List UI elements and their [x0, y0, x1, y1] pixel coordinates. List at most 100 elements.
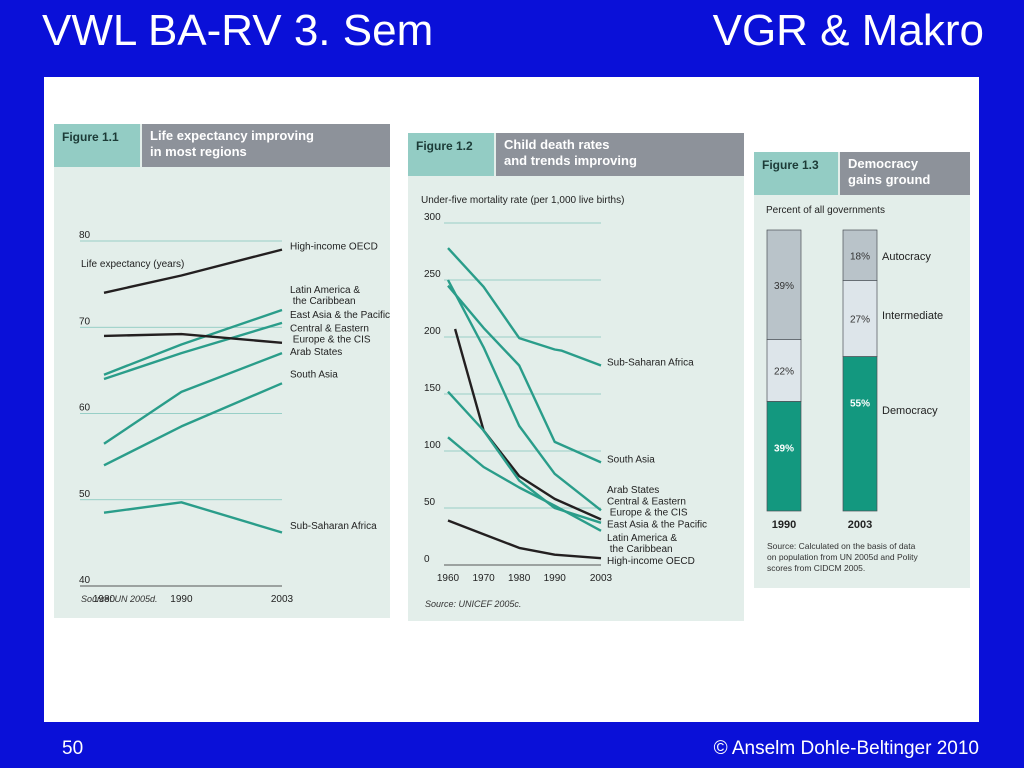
- series-label-east-asia-the-pacific: East Asia & the Pacific: [290, 310, 390, 321]
- series-label-line: South Asia: [607, 454, 655, 465]
- series-label-south-asia: South Asia: [607, 454, 655, 465]
- series-label-line: Central & Eastern: [607, 497, 686, 508]
- series-label-sub-saharan-africa: Sub-Saharan Africa: [607, 358, 694, 369]
- figure-1-1-number: Figure 1.1: [54, 124, 140, 167]
- series-line-latin-america-the-caribbean: [447, 436, 602, 532]
- y-tick-label-200: 200: [424, 326, 441, 337]
- bar-segment-democracy-1990: [766, 401, 802, 512]
- series-label-line: Europe & the CIS: [290, 335, 371, 346]
- page-number: 50: [62, 738, 84, 759]
- slide-title-right: VGR & Makro: [712, 6, 984, 55]
- y-axis-label: Life expectancy (years): [81, 259, 184, 270]
- series-label-high-income-oecd: High-income OECD: [607, 556, 695, 567]
- figure-source-line: on population from UN 2005d and Polity: [767, 552, 918, 562]
- figure-1-3-number: Figure 1.3: [754, 152, 838, 195]
- bar-segment-autocracy-2003: [842, 229, 878, 281]
- bar-value-label-democracy-2003: 55%: [850, 398, 870, 409]
- series-label-autocracy: Autocracy: [882, 251, 931, 263]
- life-expectancy-chart: Life expectancy (years) 40 50 60 70 80 1980 199…: [79, 230, 390, 605]
- figure-1-2-number: Figure 1.2: [408, 133, 494, 176]
- bar-value-label-autocracy-2003: 18%: [850, 251, 870, 262]
- series-line-central-eastern-europe-the-cis: [453, 328, 602, 521]
- x-tick-label-1960: 1960: [437, 573, 460, 584]
- series-label-line: South Asia: [290, 369, 338, 380]
- figure-source: Source: Calculated on the basis of data o…: [767, 541, 918, 573]
- series-label-democracy: Democracy: [882, 405, 938, 417]
- y-tick-label-150: 150: [424, 383, 441, 394]
- series-label-central-eastern-europe-the-cis: Central & Eastern Europe & the CIS: [290, 324, 371, 346]
- series-label-line: Central & Eastern: [290, 324, 369, 335]
- series-label-line: the Caribbean: [290, 296, 356, 307]
- x-tick-label-2003: 2003: [590, 573, 613, 584]
- child-mortality-chart: Under-five mortality rate (per 1,000 liv…: [421, 195, 707, 609]
- x-tick-label-1970: 1970: [472, 573, 495, 584]
- democracy-chart: Percent of all governments 39% 22% 39% 1990 5…: [766, 205, 943, 573]
- series-line-south-asia: [447, 284, 602, 464]
- y-tick-label-40: 40: [79, 575, 91, 586]
- series-label-line: Latin America &: [290, 285, 360, 296]
- series-label-line: High-income OECD: [290, 242, 378, 253]
- figure-source: Source: UNICEF 2005c.: [425, 599, 521, 609]
- series-label-arab-states: Arab States: [290, 347, 342, 358]
- y-tick-label-70: 70: [79, 316, 91, 327]
- x-tick-label-2003: 2003: [848, 519, 872, 531]
- bar-segment-autocracy-1990: [766, 229, 802, 340]
- series-line-south-asia: [103, 382, 283, 467]
- bar-value-label-autocracy-1990: 39%: [774, 281, 794, 292]
- bar-value-label-intermediate-2003: 27%: [850, 315, 870, 326]
- slide-content: Figure 1.1 Life expectancy improving in …: [44, 77, 979, 722]
- series-label-line: East Asia & the Pacific: [290, 310, 390, 321]
- series-label-sub-saharan-africa: Sub-Saharan Africa: [290, 521, 377, 532]
- copyright: © Anselm Dohle-Beltinger 2010: [713, 738, 979, 759]
- figure-1-2-header: Figure 1.2 Child death rates and trends …: [408, 133, 744, 176]
- series-label-line: Latin America &: [607, 533, 677, 544]
- series-label-line: Arab States: [607, 485, 659, 496]
- y-tick-label-100: 100: [424, 440, 441, 451]
- series-label-latin-america-the-caribbean: Latin America & the Caribbean: [290, 285, 360, 307]
- x-tick-label-1990: 1990: [772, 519, 796, 531]
- series-label-line: Sub-Saharan Africa: [290, 521, 377, 532]
- y-tick-label-50: 50: [424, 497, 436, 508]
- series-line-central-eastern-europe-the-cis: [103, 332, 283, 344]
- figure-1-3-header: Figure 1.3 Democracy gains ground: [754, 152, 970, 195]
- series-label-line: Europe & the CIS: [607, 508, 688, 519]
- series-line-east-asia-the-pacific: [103, 321, 283, 381]
- series-label-east-asia-the-pacific: East Asia & the Pacific: [607, 519, 707, 530]
- series-label-line: the Caribbean: [607, 544, 673, 555]
- bar-value-label-intermediate-1990: 22%: [774, 367, 794, 378]
- series-line-high-income-oecd: [447, 519, 602, 560]
- series-label-line: East Asia & the Pacific: [607, 519, 707, 530]
- series-line-high-income-oecd: [103, 248, 283, 294]
- figure-1-2-panel: Figure 1.2 Child death rates and trends …: [408, 133, 744, 621]
- series-label-intermediate: Intermediate: [882, 310, 943, 322]
- x-tick-label-1990: 1990: [544, 573, 567, 584]
- figure-1-3-title: Democracy gains ground: [840, 152, 970, 195]
- bar-segment-intermediate-2003: [842, 280, 878, 357]
- y-tick-label-250: 250: [424, 269, 441, 280]
- figure-1-1-title: Life expectancy improving in most region…: [142, 124, 390, 167]
- bar-value-label-democracy-1990: 39%: [774, 443, 794, 454]
- x-tick-label-1990: 1990: [170, 594, 193, 605]
- series-line-arab-states: [446, 279, 602, 512]
- y-tick-label-0: 0: [424, 554, 430, 565]
- slide-title-left: VWL BA-RV 3. Sem: [42, 6, 434, 55]
- figure-1-3-panel: Figure 1.3 Democracy gains ground Percen…: [754, 152, 970, 588]
- bar-segment-intermediate-1990: [766, 339, 802, 402]
- figure-1-1-header: Figure 1.1 Life expectancy improving in …: [54, 124, 390, 167]
- figure-source-line: scores from CIDCM 2005.: [767, 563, 865, 573]
- y-axis-label: Under-five mortality rate (per 1,000 liv…: [421, 195, 624, 206]
- y-tick-label-60: 60: [79, 403, 91, 414]
- figure-1-2-title: Child death rates and trends improving: [496, 133, 744, 176]
- figure-source-line: Source: Calculated on the basis of data: [767, 541, 916, 551]
- y-tick-label-300: 300: [424, 212, 441, 223]
- series-line-latin-america-the-caribbean: [103, 308, 283, 376]
- y-tick-label-50: 50: [79, 489, 91, 500]
- x-tick-label-1980: 1980: [508, 573, 531, 584]
- series-label-line: Arab States: [290, 347, 342, 358]
- figure-source: Source: UN 2005d.: [81, 594, 158, 604]
- y-tick-label-80: 80: [79, 230, 91, 241]
- series-label-line: Sub-Saharan Africa: [607, 358, 694, 369]
- bar-segment-democracy-2003: [842, 356, 878, 512]
- series-label-central-eastern-europe-the-cis: Central & Eastern Europe & the CIS: [607, 497, 688, 519]
- x-tick-label-2003: 2003: [271, 594, 294, 605]
